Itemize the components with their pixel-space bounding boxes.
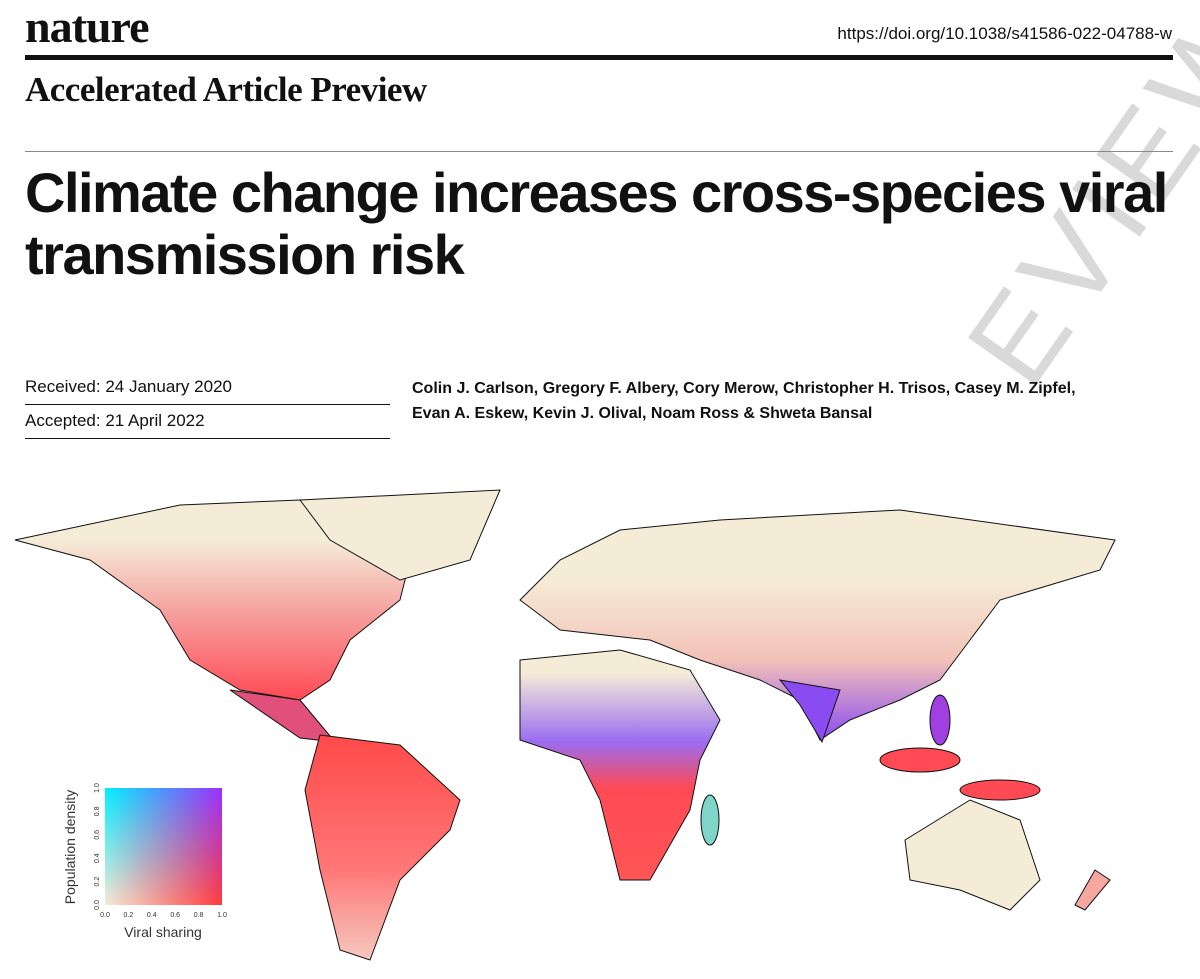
islands: [929, 694, 951, 746]
eurasia: [519, 509, 1116, 741]
legend-y-tick: 0.0: [94, 900, 101, 910]
accepted-date: Accepted: 21 April 2022: [25, 411, 205, 430]
continents: [14, 489, 1116, 961]
legend-y-tick: 0.2: [94, 877, 101, 887]
south-america: [304, 734, 461, 961]
divider: [25, 404, 390, 405]
author-line: Colin J. Carlson, Gregory F. Albery, Cor…: [412, 380, 1076, 397]
header-rule: [25, 55, 1173, 60]
islands: [959, 779, 1041, 801]
article-title: Climate change increases cross-species v…: [25, 161, 1168, 286]
divider: [25, 438, 390, 439]
section-label: Accelerated Article Preview: [25, 70, 427, 109]
legend-x-tick: 0.0: [100, 912, 110, 919]
received-date: Received: 24 January 2020: [25, 377, 232, 396]
legend-y-tick: 0.8: [94, 806, 101, 816]
legend-y-label: Population density: [62, 790, 78, 904]
figure-map: 0.0 0.2 0.4 0.6 0.8 1.0 0.0 0.2 0.4 0.6 0.8 1.0 Vir…: [14, 489, 1116, 961]
legend-x-tick: 0.8: [194, 912, 204, 919]
legend-y-tick: 0.6: [94, 830, 101, 840]
madagascar: [700, 794, 720, 846]
divider: [25, 151, 1173, 152]
central-america: [229, 689, 337, 743]
australia: [904, 799, 1041, 911]
islands: [879, 747, 961, 773]
authors: Colin J. Carlson, Gregory F. Albery, Cor…: [412, 376, 1076, 426]
doi: https://doi.org/10.1038/s41586-022-04788…: [837, 24, 1172, 43]
legend-x-tick: 0.4: [147, 912, 157, 919]
africa: [519, 649, 721, 881]
legend-x-tick: 0.6: [170, 912, 180, 919]
legend-swatch: [105, 788, 222, 905]
journal-logo: nature: [25, 1, 149, 52]
author-line: Evan A. Eskew, Kevin J. Olival, Noam Ros…: [412, 405, 873, 422]
legend-x-tick: 1.0: [217, 912, 227, 919]
legend-x-tick: 0.2: [124, 912, 134, 919]
new-zealand: [1074, 869, 1111, 911]
legend-y-tick: 0.4: [94, 853, 101, 863]
greenland: [299, 489, 501, 581]
legend: 0.0 0.2 0.4 0.6 0.8 1.0 0.0 0.2 0.4 0.6 0.8 1.0 Vir…: [62, 783, 227, 940]
legend-y-tick: 1.0: [94, 783, 101, 793]
india: [778, 679, 841, 744]
legend-x-label: Viral sharing: [124, 924, 202, 940]
